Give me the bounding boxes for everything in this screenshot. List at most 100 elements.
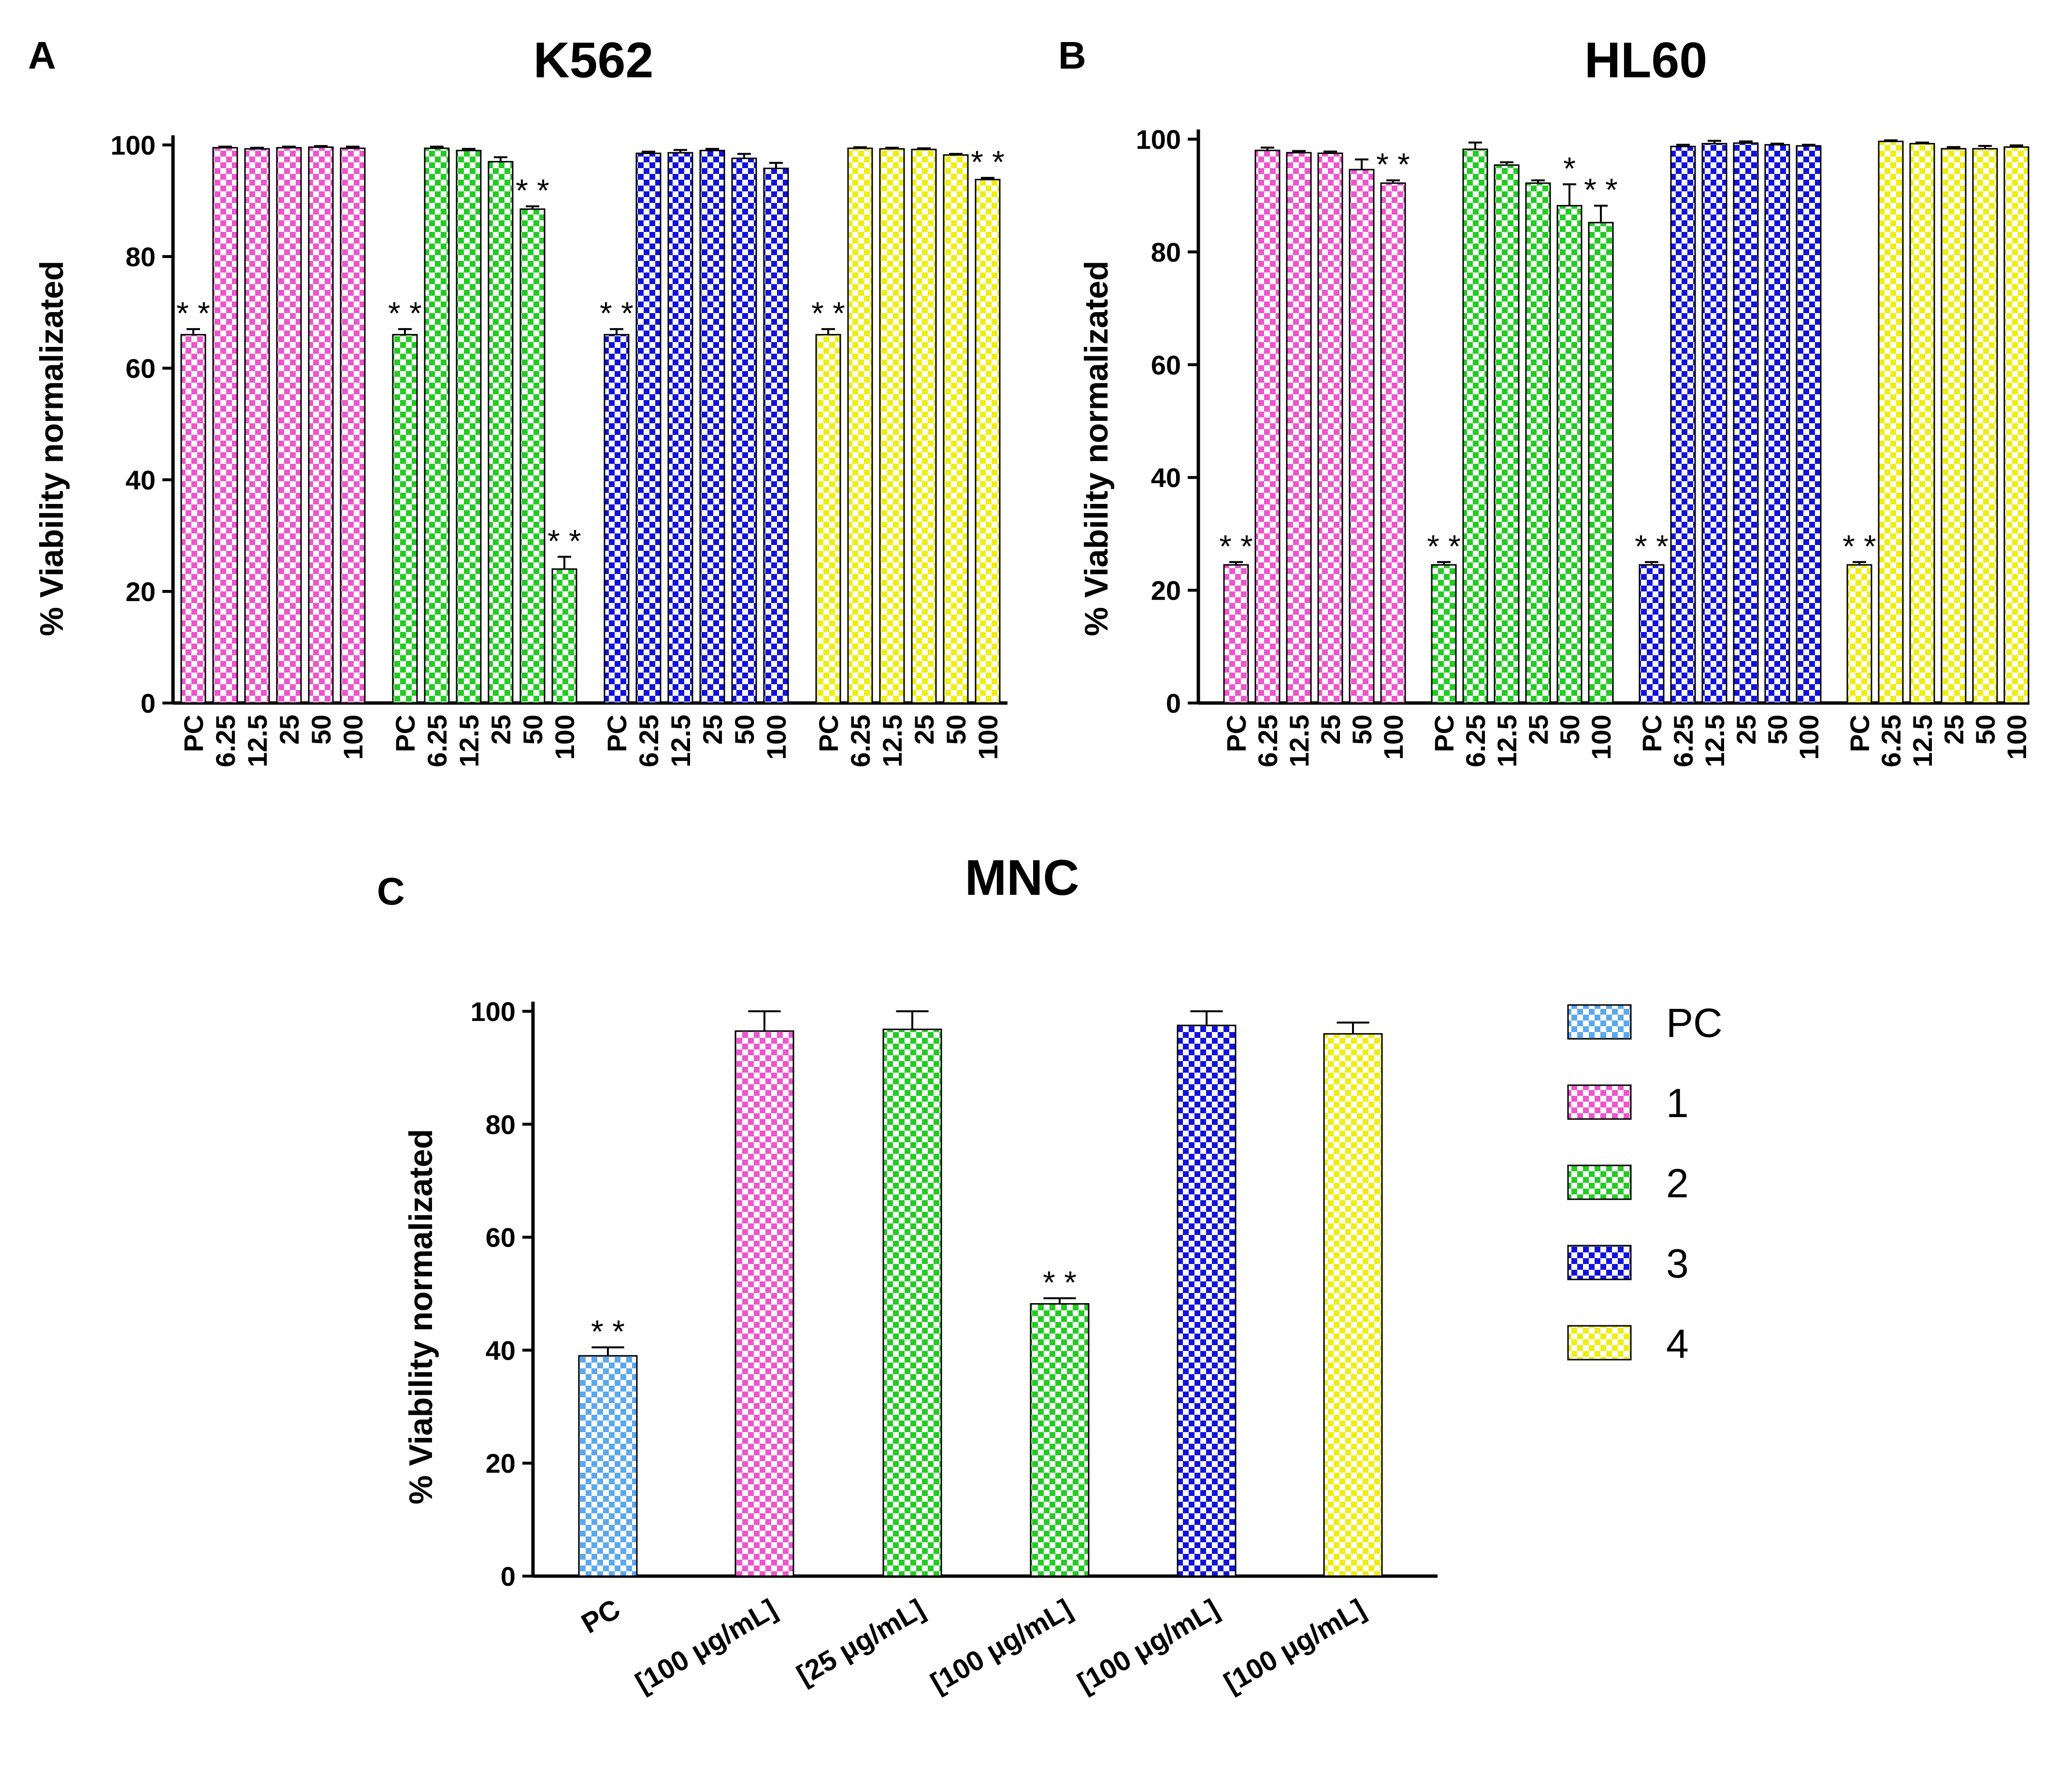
x-tick-label: [100 μg/mL] xyxy=(1072,1593,1224,1699)
panel-b-hl60: B HL60 % Viability normalizated 0 20 40 60 8… xyxy=(1058,32,2032,767)
y-tick-label: 60 xyxy=(486,1222,516,1253)
x-tick-label: 6.25 xyxy=(1876,715,1906,767)
bar xyxy=(1796,145,1822,704)
x-tick-label: 50 xyxy=(518,715,548,745)
x-tick-label: 6.25 xyxy=(845,715,876,767)
legend-swatch-4 xyxy=(1567,1325,1632,1361)
bar xyxy=(1733,142,1759,704)
significance-label: * * xyxy=(971,144,1005,180)
x-tick-label: PC xyxy=(1429,715,1459,752)
x-tick-label: 100 xyxy=(1794,715,1824,760)
bar xyxy=(424,147,450,704)
bar xyxy=(604,334,630,704)
x-tick-label: 6.25 xyxy=(1668,715,1698,767)
chart-title-k562: K562 xyxy=(533,32,654,88)
x-tick-label: 100 xyxy=(1586,715,1616,760)
x-tick-label: 6.25 xyxy=(1252,715,1283,767)
panel-c-mnc: C MNC % Viability normalizated 0 20 40 60 80… xyxy=(377,850,1438,1699)
x-tick-label: PC xyxy=(602,715,632,752)
significance-label: * * xyxy=(1043,1264,1077,1300)
bar xyxy=(456,150,482,704)
x-tick-label: [25 μg/mL] xyxy=(791,1593,930,1691)
bar xyxy=(1494,164,1520,704)
x-tick-label: 25 xyxy=(909,715,939,745)
x-tick-label: 25 xyxy=(1731,715,1761,745)
panel-a-k562: A K562 % Viability normalizated 0 20 40 60 8… xyxy=(28,32,1007,767)
x-tick-label: PC xyxy=(390,715,420,752)
x-tick-label: 6.25 xyxy=(633,715,664,767)
legend-item-2: 2 xyxy=(1567,1161,1689,1206)
bar xyxy=(1030,1303,1090,1577)
significance-label: * * xyxy=(547,523,581,559)
bar xyxy=(1286,152,1312,704)
y-tick-label: 40 xyxy=(1151,462,1181,493)
significance-label: * * xyxy=(811,295,845,331)
panel-letter-c: C xyxy=(377,870,405,913)
x-tick-label: 12.5 xyxy=(1907,715,1938,767)
bar xyxy=(1431,564,1457,704)
y-tick-label: 100 xyxy=(1136,124,1181,155)
bar xyxy=(1972,148,1998,704)
x-tick-label: 50 xyxy=(1970,715,2000,745)
bar xyxy=(340,147,366,704)
bar xyxy=(1941,148,1967,704)
bar xyxy=(276,147,302,704)
legend: PC 1 2 3 4 xyxy=(1567,1000,1723,1366)
bar xyxy=(731,158,757,704)
bar xyxy=(2003,146,2029,704)
bar xyxy=(975,179,1001,704)
x-tick-label: 50 xyxy=(1347,715,1377,745)
y-tick-label: 60 xyxy=(1151,350,1181,380)
bar xyxy=(1909,143,1935,704)
x-tick-label: 50 xyxy=(1762,715,1793,745)
legend-swatch-2 xyxy=(1567,1164,1632,1200)
bar xyxy=(1639,564,1665,704)
y-tick-label: 20 xyxy=(486,1448,516,1479)
x-tick-label: 12.5 xyxy=(665,715,696,767)
significance-label: * xyxy=(1563,150,1576,186)
significance-label: * * xyxy=(1376,146,1410,182)
x-tick-label: 12.5 xyxy=(242,715,273,767)
x-tick-label: PC xyxy=(1637,715,1667,752)
y-axis-label: % Viability normalizated xyxy=(33,260,70,636)
bar xyxy=(180,334,206,704)
significance-label: * * xyxy=(388,295,422,331)
bar xyxy=(551,568,577,704)
bar xyxy=(1317,152,1343,704)
x-tick-label: 12.5 xyxy=(454,715,484,767)
bar xyxy=(879,148,905,704)
y-tick-label: 100 xyxy=(111,130,156,160)
y-tick-label: 20 xyxy=(126,576,156,607)
bar xyxy=(1670,145,1696,704)
y-tick-label: 100 xyxy=(471,996,516,1027)
significance-label: * * xyxy=(1584,172,1618,208)
x-tick-label: [100 μg/mL] xyxy=(925,1593,1077,1699)
x-tick-label: 6.25 xyxy=(1460,715,1491,767)
x-tick-label: 50 xyxy=(729,715,760,745)
x-tick-label: 100 xyxy=(973,715,1003,760)
y-tick-label: 60 xyxy=(126,353,156,384)
chart-title-mnc: MNC xyxy=(965,850,1079,906)
legend-swatch-pc xyxy=(1567,1004,1632,1040)
bar xyxy=(1323,1033,1383,1577)
x-tick-label: 25 xyxy=(1523,715,1554,745)
bar xyxy=(815,334,841,704)
x-tick-label: 12.5 xyxy=(1699,715,1730,767)
legend-item-pc: PC xyxy=(1567,1000,1723,1046)
y-tick-label: 0 xyxy=(1166,688,1181,718)
legend-label-2: 2 xyxy=(1666,1161,1689,1206)
bar xyxy=(1878,141,1904,704)
significance-label: * * xyxy=(176,295,210,331)
bar xyxy=(244,148,270,704)
legend-label-4: 4 xyxy=(1666,1321,1689,1366)
bar xyxy=(1177,1024,1237,1577)
bar xyxy=(308,146,334,704)
bar xyxy=(635,152,662,704)
x-tick-label: 25 xyxy=(697,715,728,745)
y-tick-label: 0 xyxy=(501,1561,516,1592)
x-tick-label: 25 xyxy=(1939,715,1969,745)
